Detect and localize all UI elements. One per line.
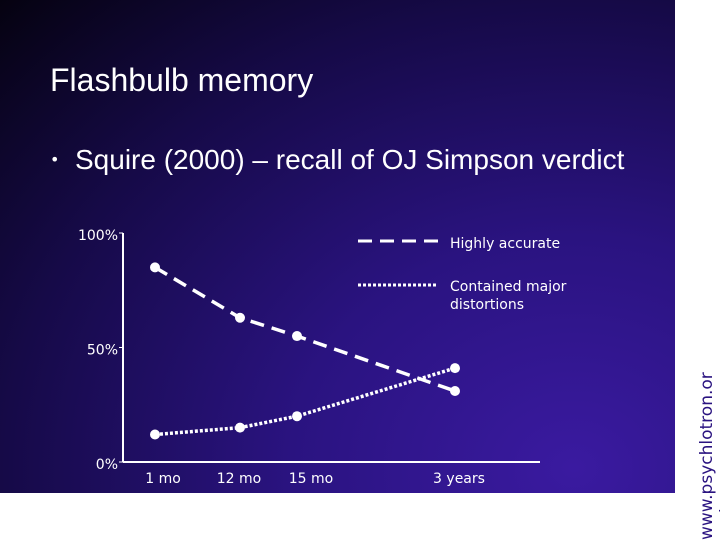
- y-tick-label: 100%: [78, 228, 118, 244]
- series-line: [154, 265, 456, 393]
- point: [450, 386, 460, 397]
- point: [292, 411, 302, 422]
- slide: Flashbulb memory • Squire (2000) – recal…: [0, 0, 675, 493]
- point: [292, 331, 302, 342]
- slide-title: Flashbulb memory: [50, 62, 314, 98]
- x-tick-label: 1 mo: [145, 471, 181, 487]
- point: [235, 312, 245, 323]
- series-line: [154, 366, 456, 437]
- bullet-dot: •: [50, 150, 60, 169]
- x-tick-label: 12 mo: [217, 471, 261, 487]
- bullet-text: Squire (2000) – recall of OJ Simpson ver…: [75, 144, 625, 175]
- y-tick-label: 50%: [87, 343, 118, 359]
- point: [235, 422, 245, 433]
- legend-label: Contained major distortions: [450, 279, 567, 313]
- x-tick-label: 3 years: [433, 471, 485, 487]
- legend-label: Highly accurate: [450, 236, 561, 252]
- watermark: www.psychlotron.org.uk: [697, 372, 720, 540]
- point: [150, 262, 160, 273]
- chart: 0% 50% 100% 1 mo 12 mo 15 mo 3 years: [0, 0, 675, 493]
- x-tick-label: 15 mo: [289, 471, 333, 487]
- point: [150, 429, 160, 440]
- point: [450, 363, 460, 374]
- y-tick-label: 0%: [96, 457, 118, 473]
